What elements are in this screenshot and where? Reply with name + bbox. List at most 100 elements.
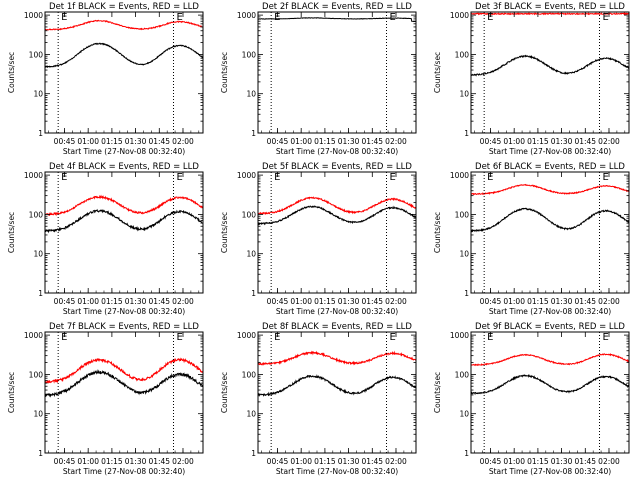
x-tick-label: 01:30: [338, 137, 360, 146]
y-tick-label: 10: [459, 250, 469, 259]
y-tick-label: 1: [251, 129, 256, 138]
y-tick-label: 1000: [450, 331, 469, 340]
x-tick-label: 02:00: [385, 137, 407, 146]
series-events-line: [258, 374, 416, 397]
x-tick-label: 01:45: [361, 457, 383, 466]
marker-label: E: [603, 172, 609, 183]
detector-panel-8: Det 8f BLACK = Events, RED = LLD E E 1 10 100…: [213, 320, 426, 480]
x-tick-label: 01:30: [125, 137, 147, 146]
marker-label: E: [603, 332, 609, 343]
marker-label: E: [61, 172, 67, 183]
series-lld-line: [471, 183, 629, 196]
marker-label: E: [274, 12, 280, 23]
marker-label: E: [61, 332, 67, 343]
y-tick-label: 1: [251, 289, 256, 298]
y-axis-label: Counts/sec: [220, 212, 229, 253]
x-tick-label: 01:30: [551, 297, 573, 306]
x-tick-label: 01:45: [574, 457, 596, 466]
x-axis-label: Start Time (27-Nov-08 00:32:40): [63, 307, 185, 316]
x-axis-label: Start Time (27-Nov-08 00:32:40): [489, 307, 611, 316]
series-lld-line: [471, 12, 629, 16]
series-events-line: [471, 207, 629, 233]
y-axis-label: Counts/sec: [433, 372, 442, 413]
x-tick-label: 02:00: [172, 137, 194, 146]
series-events-line: [45, 369, 203, 398]
x-tick-label: 00:45: [480, 297, 502, 306]
x-tick-label: 01:30: [551, 137, 573, 146]
series-events-line: [258, 205, 416, 226]
y-tick-label: 100: [242, 210, 257, 219]
y-tick-label: 100: [29, 210, 44, 219]
x-tick-label: 01:15: [101, 297, 123, 306]
y-axis-label: Counts/sec: [220, 52, 229, 93]
x-axis-label: Start Time (27-Nov-08 00:32:40): [489, 467, 611, 476]
marker-label: E: [61, 12, 67, 23]
y-tick-label: 1: [38, 129, 43, 138]
marker-label: E: [274, 332, 280, 343]
y-tick-label: 100: [242, 370, 257, 379]
y-tick-label: 1: [464, 129, 469, 138]
plot-frame: [470, 11, 630, 134]
chart-title: Det 6f BLACK = Events, RED = LLD: [475, 162, 625, 172]
y-tick-label: 10: [459, 90, 469, 99]
detector-panel-6: Det 6f BLACK = Events, RED = LLD E E 1 10 100…: [426, 160, 639, 320]
x-tick-label: 01:30: [551, 457, 573, 466]
y-tick-label: 1000: [24, 331, 43, 340]
detector-panel-9: Det 9f BLACK = Events, RED = LLD E E 1 10 100…: [426, 320, 639, 480]
chart-title: Det 5f BLACK = Events, RED = LLD: [262, 162, 412, 172]
marker-label: E: [390, 12, 396, 23]
x-axis-label: Start Time (27-Nov-08 00:32:40): [276, 467, 398, 476]
chart-title: Det 4f BLACK = Events, RED = LLD: [49, 162, 199, 172]
marker-label: E: [487, 332, 493, 343]
y-tick-label: 1000: [24, 171, 43, 180]
plot-frame: [257, 171, 417, 294]
x-tick-label: 01:45: [148, 137, 170, 146]
y-tick-label: 100: [29, 370, 44, 379]
chart-title: Det 1f BLACK = Events, RED = LLD: [49, 2, 199, 12]
y-tick-label: 10: [246, 410, 256, 419]
y-tick-label: 100: [29, 50, 44, 59]
y-axis-label: Counts/sec: [7, 212, 16, 253]
x-tick-label: 01:15: [314, 137, 336, 146]
plot-frame: [470, 171, 630, 294]
x-tick-label: 02:00: [598, 297, 620, 306]
x-tick-label: 01:00: [290, 297, 312, 306]
marker-label: E: [274, 172, 280, 183]
y-tick-label: 100: [455, 370, 470, 379]
y-tick-label: 1: [38, 449, 43, 458]
y-tick-label: 1: [251, 449, 256, 458]
x-tick-label: 01:45: [148, 297, 170, 306]
x-tick-label: 01:00: [503, 297, 525, 306]
series-events-line: [471, 374, 629, 396]
x-tick-label: 00:45: [480, 137, 502, 146]
detector-panel-7: Det 7f BLACK = Events, RED = LLD E E 1 10 100…: [0, 320, 213, 480]
marker-label: E: [390, 172, 396, 183]
y-tick-label: 1: [464, 289, 469, 298]
x-tick-label: 01:15: [527, 457, 549, 466]
x-tick-label: 01:00: [290, 137, 312, 146]
y-tick-label: 10: [33, 410, 43, 419]
x-tick-label: 01:45: [148, 457, 170, 466]
series-events-line: [471, 54, 629, 77]
y-axis-label: Counts/sec: [7, 372, 16, 413]
y-axis-label: Counts/sec: [433, 52, 442, 93]
marker-label: E: [603, 12, 609, 23]
x-tick-label: 00:45: [267, 297, 289, 306]
x-tick-label: 01:30: [125, 297, 147, 306]
series-lld-line: [45, 357, 203, 384]
y-axis-label: Counts/sec: [7, 52, 16, 93]
x-tick-label: 02:00: [385, 297, 407, 306]
y-tick-label: 10: [459, 410, 469, 419]
x-tick-label: 01:30: [125, 457, 147, 466]
x-tick-label: 01:15: [101, 457, 123, 466]
x-tick-label: 01:45: [361, 137, 383, 146]
